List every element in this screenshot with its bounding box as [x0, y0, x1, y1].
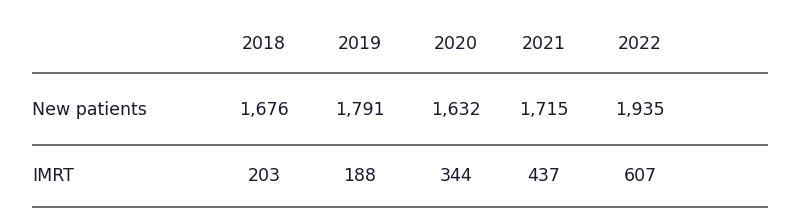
Text: 188: 188 [343, 167, 377, 185]
Text: 1,715: 1,715 [519, 101, 569, 119]
Text: 2019: 2019 [338, 35, 382, 53]
Text: 1,632: 1,632 [431, 101, 481, 119]
Text: 2022: 2022 [618, 35, 662, 53]
Text: 344: 344 [440, 167, 472, 185]
Text: New patients: New patients [32, 101, 147, 119]
Text: 437: 437 [527, 167, 561, 185]
Text: 203: 203 [247, 167, 281, 185]
Text: 1,676: 1,676 [239, 101, 289, 119]
Text: 1,791: 1,791 [335, 101, 385, 119]
Text: 1,935: 1,935 [615, 101, 665, 119]
Text: 607: 607 [623, 167, 657, 185]
Text: 2018: 2018 [242, 35, 286, 53]
Text: IMRT: IMRT [32, 167, 74, 185]
Text: 2020: 2020 [434, 35, 478, 53]
Text: 2021: 2021 [522, 35, 566, 53]
